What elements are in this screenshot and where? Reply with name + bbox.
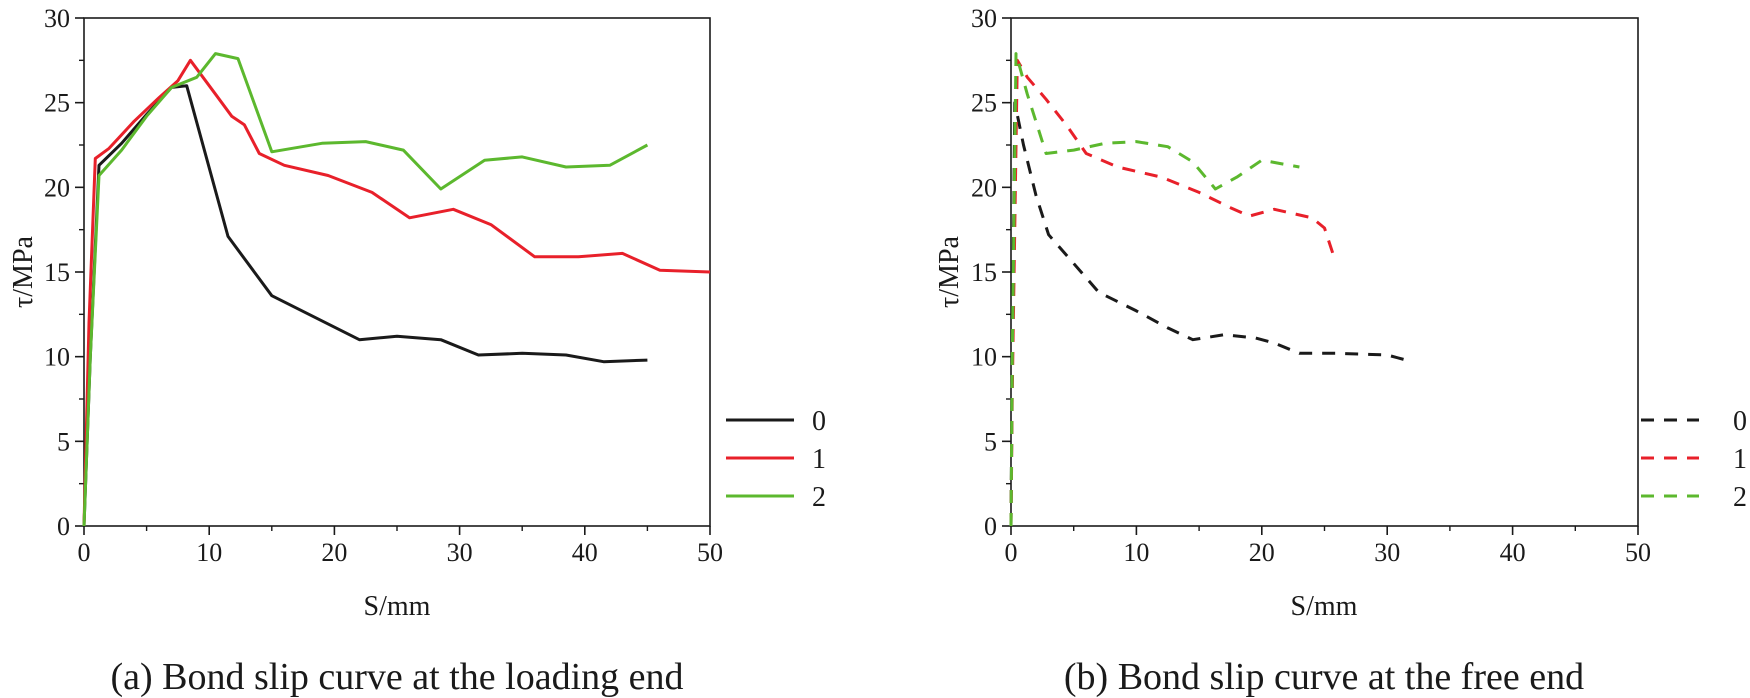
y-tick-label: 5 [57,427,70,456]
x-tick-label: 0 [1005,538,1018,567]
y-tick-label: 25 [971,89,997,118]
x-tick-label: 30 [1374,538,1400,567]
y-axis-label: τ/MPa [934,235,965,308]
y-tick-label: 0 [984,512,997,541]
x-axis-label: S/mm [1291,591,1358,622]
x-tick-label: 10 [1123,538,1149,567]
y-tick-label: 30 [971,4,997,33]
x-ticks: 0 10 20 30 40 50 [78,526,723,567]
x-ticks: 0 10 20 30 40 50 [1005,526,1651,567]
legend-label-0: 0 [1733,406,1747,437]
x-tick-label: 30 [447,538,473,567]
x-tick-label: 50 [697,538,723,567]
plot-frame [1010,17,1639,527]
series-line-0 [82,84,648,527]
y-tick-label: 15 [971,258,997,287]
legend: 0 1 2 [1641,406,1747,513]
y-ticks: 0 5 10 15 20 25 30 [971,4,1011,541]
x-tick-label: 40 [572,538,598,567]
legend-label-0: 0 [812,406,826,437]
x-axis-label: S/mm [364,591,431,622]
y-tick-label: 0 [57,512,70,541]
series-line-2 [1009,52,1300,527]
plot-frame [83,17,711,527]
series-lines [82,52,711,527]
x-tick-label: 20 [1249,538,1275,567]
x-tick-label: 50 [1625,538,1651,567]
series-line-2 [82,52,649,527]
legend-label-2: 2 [812,482,826,513]
legend-label-2: 2 [1733,482,1747,513]
legend: 0 1 2 [726,406,826,513]
x-tick-label: 0 [78,538,91,567]
x-tick-label: 20 [321,538,347,567]
caption-b: (b) Bond slip curve at the free end [1064,656,1584,698]
y-axis-label: τ/MPa [8,235,39,308]
y-tick-label: 25 [44,89,70,118]
legend-label-1: 1 [812,444,826,475]
series-line-1 [1009,58,1336,527]
y-tick-label: 5 [984,427,997,456]
y-tick-label: 15 [44,258,70,287]
series-lines [1009,52,1413,527]
series-line-0 [1009,101,1413,527]
y-tick-label: 20 [44,173,70,202]
y-tick-label: 10 [44,343,70,372]
x-tick-label: 40 [1500,538,1526,567]
y-tick-label: 30 [44,4,70,33]
y-ticks: 0 5 10 15 20 25 30 [44,4,84,541]
series-line-1 [82,58,711,527]
x-tick-label: 10 [196,538,222,567]
caption-a: (a) Bond slip curve at the loading end [110,656,683,698]
y-tick-label: 10 [971,343,997,372]
legend-label-1: 1 [1733,444,1747,475]
y-tick-label: 20 [971,173,997,202]
